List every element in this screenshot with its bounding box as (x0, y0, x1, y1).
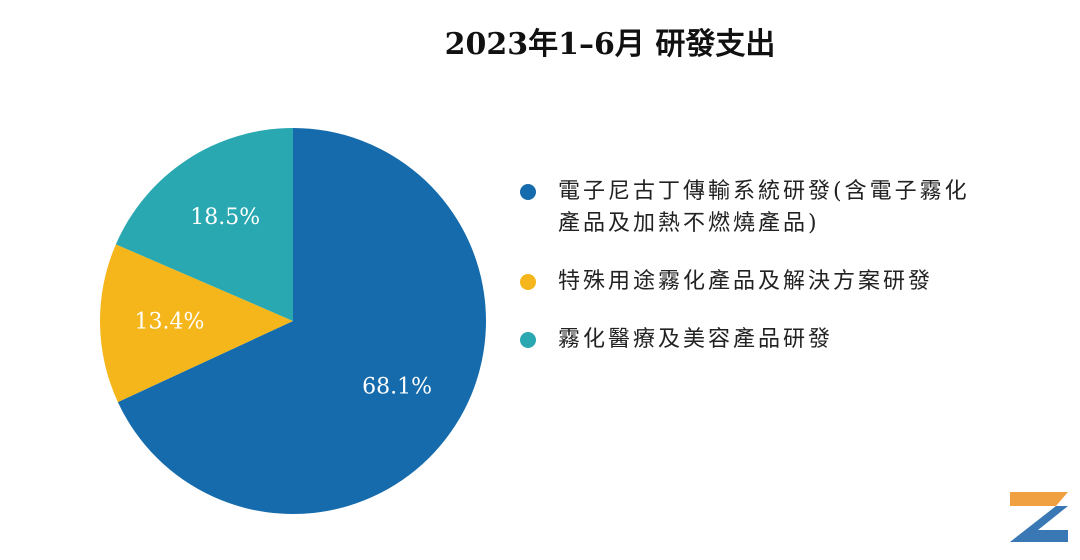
pie-slice (117, 128, 487, 514)
legend-label: 特殊用途霧化產品及解決方案研發 (558, 269, 934, 294)
pie-slice (99, 244, 293, 403)
legend: 電子尼古丁傳輸系統研發(含電子霧化產品及加熱不燃燒產品) 特殊用途霧化產品及解決方… (520, 176, 1000, 382)
legend-item: 霧化醫療及美容產品研發 (520, 324, 1000, 356)
logo (1010, 492, 1068, 542)
value-label: 13.4% (135, 310, 205, 335)
legend-label: 電子尼古丁傳輸系統研發(含電子霧化產品及加熱不燃燒產品) (558, 179, 970, 236)
legend-item: 特殊用途霧化產品及解決方案研發 (520, 266, 1000, 298)
chart-title: 2023年1–6月 研發支出 (445, 27, 776, 62)
legend-label: 霧化醫療及美容產品研發 (558, 327, 834, 352)
legend-marker (520, 184, 536, 200)
legend-marker (520, 274, 536, 290)
legend-item: 電子尼古丁傳輸系統研發(含電子霧化產品及加熱不燃燒產品) (520, 176, 1000, 240)
legend-marker (520, 332, 536, 348)
value-label: 68.1% (362, 375, 432, 400)
pie-slice (115, 128, 294, 321)
value-label: 18.5% (190, 205, 260, 230)
